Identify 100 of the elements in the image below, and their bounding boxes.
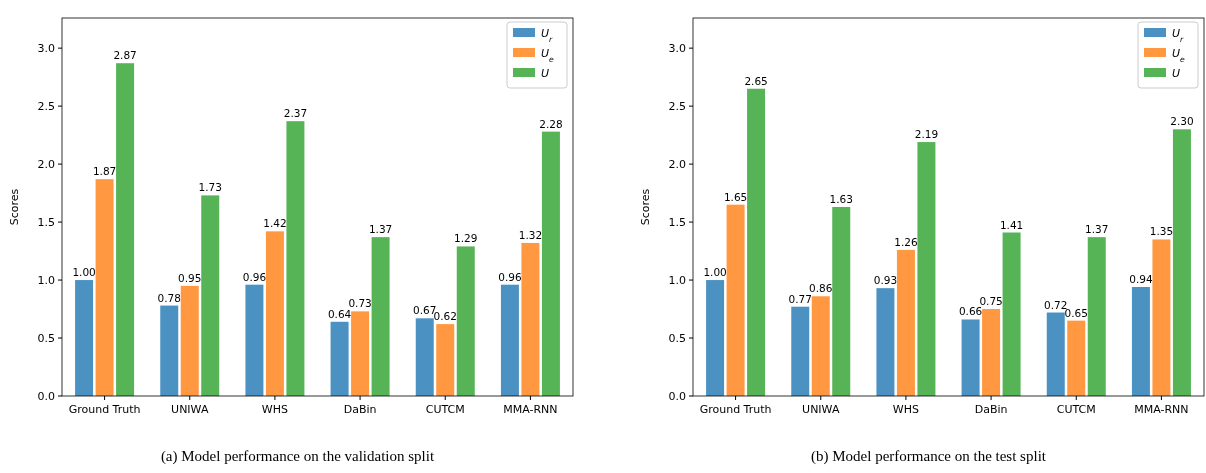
data-label: 1.41: [999, 218, 1024, 231]
bar: [456, 246, 475, 396]
text: (b) Model performance on the test split: [811, 448, 1047, 465]
y-tick-label: 0.0: [37, 389, 55, 403]
bar: [747, 88, 766, 396]
data-label: 0.93: [873, 274, 898, 287]
data-label: 1.26: [894, 235, 918, 248]
y-tick-label: 2.0: [668, 157, 686, 171]
x-tick-label: CUTCM: [1056, 403, 1096, 416]
data-label: 0.94: [1129, 273, 1153, 286]
bar: [371, 237, 390, 396]
data-label: 1.00: [703, 266, 727, 279]
legend-label: U: [541, 67, 550, 80]
data-label: 1.42: [263, 217, 287, 230]
bar: [917, 142, 936, 396]
y-tick-label: 1.0: [668, 273, 686, 287]
y-tick-label: 0.5: [668, 331, 686, 345]
data-label: 0.77: [788, 292, 812, 305]
text: (a) Model performance on the validation split: [160, 448, 435, 465]
bar: [791, 306, 810, 396]
bar: [116, 63, 135, 396]
bar: [832, 207, 851, 396]
x-tick-label: UNIWA: [802, 403, 840, 416]
bar: [961, 319, 980, 396]
bar: [1087, 237, 1106, 396]
data-label: 1.00: [72, 266, 96, 279]
y-tick-label: 0.0: [668, 389, 686, 403]
data-label: 2.19: [914, 128, 939, 141]
bar: [1152, 239, 1171, 396]
y-tick-label: 2.0: [37, 157, 55, 171]
bar: [415, 318, 434, 396]
bar: [541, 131, 560, 396]
data-label: 2.30: [1170, 115, 1194, 128]
y-tick-label: 1.5: [668, 215, 686, 229]
legend-label: U$_{r}$: [1172, 27, 1185, 44]
y-tick-label: 3.0: [37, 42, 55, 55]
x-tick-label: Ground Truth: [68, 403, 141, 416]
y-axis-title: Scores: [639, 188, 652, 226]
legend-label: U$_{e}$: [1172, 47, 1186, 64]
data-label: 0.64: [327, 307, 352, 320]
x-tick-label: CUTCM: [425, 403, 465, 416]
x-tick-label: DaBin: [974, 403, 1008, 416]
legend-label: U$_{e}$: [541, 47, 555, 64]
data-label: 0.78: [157, 291, 181, 304]
data-label: 2.28: [539, 117, 563, 130]
y-axis-title: Scores: [8, 188, 21, 226]
bar: [245, 284, 264, 396]
data-label: 0.86: [809, 282, 833, 295]
bar: [95, 179, 114, 396]
data-label: 2.65: [744, 74, 768, 87]
bar: [180, 285, 199, 396]
bar: [726, 204, 745, 396]
bar: [201, 195, 220, 396]
x-tick-label: MMA-RNN: [1134, 403, 1189, 416]
bar: [1131, 287, 1150, 396]
data-label: 1.37: [368, 223, 393, 236]
data-label: 1.63: [829, 193, 853, 205]
data-label: 0.96: [242, 270, 267, 283]
data-label: 1.32: [518, 228, 543, 241]
data-label: 0.66: [958, 305, 983, 318]
bar: [1002, 232, 1021, 396]
bar: [75, 280, 94, 396]
bar: [1046, 312, 1065, 396]
x-tick-label: UNIWA: [171, 403, 209, 416]
x-tick-label: MMA-RNN: [503, 403, 558, 416]
bar: [286, 121, 305, 396]
y-tick-label: 2.5: [668, 99, 686, 113]
bar: [1067, 320, 1086, 396]
legend-label: U: [1172, 67, 1181, 80]
y-tick-label: 1.5: [37, 215, 55, 229]
bar: [265, 231, 284, 396]
bar: [1172, 129, 1191, 396]
bar: [160, 305, 179, 396]
y-tick-label: 1.0: [37, 273, 55, 287]
x-tick-label: WHS: [261, 403, 288, 416]
x-tick-label: DaBin: [343, 403, 377, 416]
x-tick-label: Ground Truth: [699, 403, 772, 416]
bar: [436, 324, 455, 396]
data-label: 1.35: [1149, 225, 1174, 238]
y-tick-label: 0.5: [37, 331, 55, 345]
data-label: 1.29: [454, 232, 478, 245]
data-label: 1.37: [1085, 223, 1109, 236]
data-label: 0.75: [979, 295, 1003, 308]
x-tick-label: WHS: [892, 403, 919, 416]
y-tick-label: 3.0: [668, 42, 686, 55]
data-label: 0.73: [348, 297, 372, 310]
bar: [982, 309, 1001, 396]
bar: [521, 242, 540, 396]
bar: [896, 249, 915, 396]
bar: [876, 288, 895, 396]
legend-label: U$_{r}$: [541, 27, 554, 44]
data-label: 0.96: [498, 270, 522, 283]
bar: [351, 311, 370, 396]
data-label: 2.87: [113, 49, 137, 62]
bar: [706, 280, 725, 396]
bar: [500, 284, 519, 396]
data-label: 2.37: [283, 107, 308, 120]
data-label: 1.73: [198, 181, 222, 194]
bar: [330, 321, 349, 396]
bar: [811, 296, 830, 396]
